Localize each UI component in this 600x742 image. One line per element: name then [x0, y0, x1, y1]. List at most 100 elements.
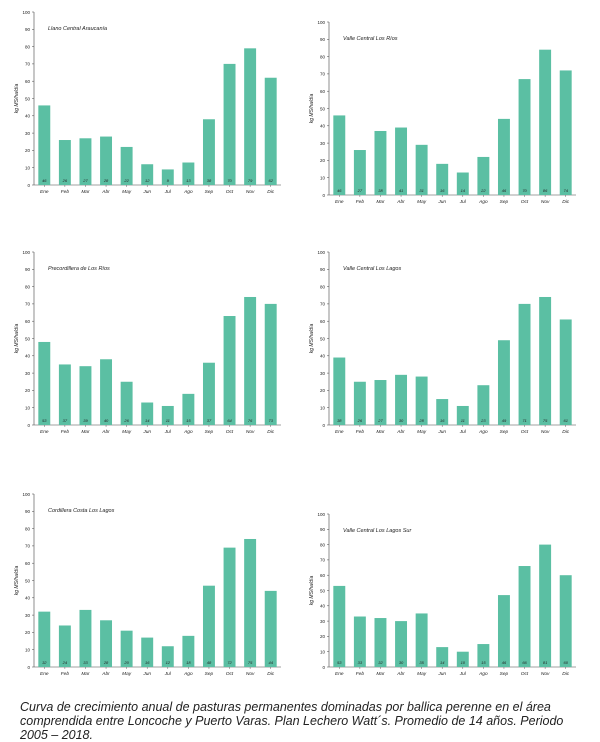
bar-value-label: 46 [502, 660, 507, 665]
bar-sep [202, 585, 215, 667]
bar-value-label: 64 [227, 418, 232, 423]
y-tick-label: 90 [320, 37, 326, 42]
bar-dic [264, 77, 277, 185]
x-tick-label: Sep [500, 671, 509, 677]
bar-ago [477, 156, 490, 195]
bar-value-label: 16 [145, 660, 150, 665]
y-tick-label: 0 [27, 183, 30, 188]
bar-ago [477, 385, 490, 425]
bar-value-label: 38 [337, 418, 342, 423]
bar-value-label: 28 [418, 418, 424, 423]
y-tick-label: 90 [320, 267, 326, 272]
bar-value-label: 46 [337, 188, 342, 193]
bar-value-label: 76 [248, 418, 253, 423]
y-tick-label: 30 [25, 131, 31, 136]
y-tick-label: 60 [25, 319, 31, 324]
x-tick-label: Nov [246, 671, 255, 677]
bar-dic [559, 575, 572, 667]
bar-value-label: 24 [62, 660, 68, 665]
bar-value-label: 31 [419, 188, 423, 193]
x-tick-label: Ago [478, 671, 488, 677]
y-tick-label: 60 [320, 89, 326, 94]
x-tick-label: Feb [61, 189, 70, 195]
x-tick-label: Dic [562, 199, 570, 205]
y-tick-label: 50 [320, 588, 326, 593]
bar-value-label: 14 [461, 188, 466, 193]
y-tick-label: 80 [320, 542, 326, 547]
y-tick-label: 80 [320, 284, 326, 289]
x-tick-label: Oct [521, 671, 529, 677]
bar-jul [456, 405, 469, 425]
x-tick-label: Dic [562, 429, 570, 435]
x-tick-label: Jul [164, 189, 172, 195]
bar-value-label: 15 [186, 418, 191, 423]
bar-value-label: 14 [145, 418, 150, 423]
y-tick-label: 70 [320, 302, 326, 307]
x-tick-label: Abr [101, 429, 110, 435]
x-tick-label: Sep [205, 671, 214, 677]
x-tick-label: Feb [61, 671, 70, 677]
bar-nov [244, 296, 257, 425]
bar-value-label: 27 [357, 188, 363, 193]
bar-value-label: 32 [42, 660, 47, 665]
y-tick-label: 30 [25, 371, 31, 376]
x-tick-label: May [122, 189, 132, 195]
x-tick-label: Nov [246, 189, 255, 195]
bar-feb [58, 625, 71, 667]
bar-ene [38, 105, 51, 185]
bar-value-label: 62 [268, 178, 273, 183]
y-tick-label: 0 [322, 665, 325, 670]
bar-value-label: 12 [145, 178, 150, 183]
bar-abr [395, 127, 408, 195]
chart-panel-2: 0 10 20 30 40 50 60 70 80 90 100 kg MS/ha/día Valle … [305, 18, 580, 213]
x-tick-label: Feb [356, 429, 365, 435]
bar-value-label: 72 [227, 660, 232, 665]
bar-value-label: 9 [167, 178, 170, 183]
bar-nov [244, 538, 257, 667]
bar-value-label: 12 [166, 660, 171, 665]
x-tick-label: Ene [40, 189, 49, 195]
bar-value-label: 71 [522, 418, 526, 423]
y-tick-label: 100 [317, 20, 325, 25]
y-tick-label: 70 [25, 544, 31, 549]
x-tick-label: Abr [101, 671, 110, 677]
chart-svg-2: 0 10 20 30 40 50 60 70 80 90 100 kg MS/ha/día Valle … [309, 20, 576, 205]
bar-sep [202, 362, 215, 425]
bar-value-label: 74 [563, 188, 568, 193]
bar-value-label: 49 [502, 418, 507, 423]
y-tick-label: 50 [25, 578, 31, 583]
y-tick-label: 20 [25, 388, 31, 393]
x-tick-label: Feb [356, 199, 365, 205]
bar-value-label: 39 [83, 418, 88, 423]
y-tick-label: 0 [27, 665, 30, 670]
x-tick-label: Jul [459, 429, 467, 435]
bar-ene [333, 115, 346, 195]
bar-value-label: 33 [83, 660, 88, 665]
chart-svg-3: 0 10 20 30 40 50 60 70 80 90 100 kg MS/ha/día Precor… [14, 250, 281, 435]
x-tick-label: Sep [205, 189, 214, 195]
y-tick-label: 70 [320, 72, 326, 77]
bar-value-label: 37 [63, 418, 68, 423]
y-tick-label: 40 [320, 124, 326, 129]
bar-oct [518, 79, 531, 195]
y-tick-label: 40 [25, 114, 31, 119]
x-tick-label: Dic [267, 429, 275, 435]
bar-value-label: 22 [123, 178, 129, 183]
bar-value-label: 26 [123, 418, 129, 423]
y-tick-label: 10 [25, 166, 31, 171]
bar-value-label: 27 [82, 178, 88, 183]
bar-mar [374, 380, 387, 425]
bar-jul [161, 405, 174, 425]
y-tick-label: 0 [322, 193, 325, 198]
bar-ene [38, 611, 51, 667]
bar-abr [395, 621, 408, 667]
x-tick-label: Jun [142, 671, 151, 677]
y-tick-label: 60 [25, 79, 31, 84]
bar-value-label: 38 [378, 188, 383, 193]
bar-feb [353, 381, 366, 425]
bar-value-label: 53 [42, 418, 47, 423]
bar-value-label: 35 [419, 660, 424, 665]
bar-dic [559, 70, 572, 195]
x-tick-label: Jul [164, 671, 172, 677]
y-tick-label: 10 [320, 176, 326, 181]
